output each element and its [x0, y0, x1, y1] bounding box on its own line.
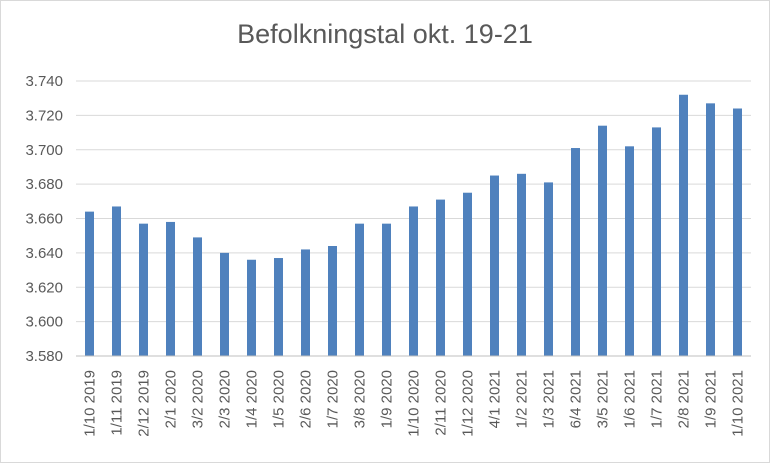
- x-tick-label: 2/12 2019: [136, 370, 153, 437]
- x-tick-label: 1/12 2020: [460, 370, 477, 437]
- y-tick-label: 3.580: [25, 348, 63, 365]
- bar: [436, 199, 445, 356]
- x-tick-label: 1/6 2021: [622, 370, 639, 428]
- bar: [328, 246, 337, 356]
- x-tick-label: 6/4 2021: [568, 370, 585, 428]
- bar: [679, 94, 688, 356]
- y-tick-label: 3.640: [25, 245, 63, 262]
- x-tick-label: 1/9 2021: [703, 370, 720, 428]
- x-tick-label: 1/10 2019: [82, 370, 99, 437]
- bar: [139, 223, 148, 356]
- bar: [733, 108, 742, 356]
- x-tick-label: 2/8 2021: [676, 370, 693, 428]
- x-tick-label: 1/9 2020: [379, 370, 396, 428]
- x-tick-label: 1/4 2020: [244, 370, 261, 428]
- bar: [463, 192, 472, 356]
- y-tick-label: 3.740: [25, 73, 63, 90]
- bar: [355, 223, 364, 356]
- bar: [490, 175, 499, 356]
- x-tick-label: 3/5 2021: [595, 370, 612, 428]
- x-tick-label: 2/1 2020: [163, 370, 180, 428]
- x-tick-label: 1/3 2021: [541, 370, 558, 428]
- bar: [571, 148, 580, 356]
- bar: [409, 206, 418, 356]
- bar: [598, 125, 607, 356]
- bar: [274, 258, 283, 356]
- x-tick-label: 1/10 2021: [730, 370, 747, 437]
- bar: [517, 173, 526, 356]
- y-tick-label: 3.700: [25, 142, 63, 159]
- bar: [301, 249, 310, 356]
- bar: [247, 259, 256, 356]
- bar: [193, 237, 202, 356]
- x-tick-label: 2/11 2020: [433, 370, 450, 436]
- bar: [220, 252, 229, 356]
- chart-title: Befolkningstal okt. 19-21: [237, 19, 533, 49]
- y-tick-label: 3.600: [25, 314, 63, 331]
- bar: [706, 103, 715, 356]
- x-tick-label: 2/6 2020: [298, 370, 315, 428]
- x-tick-label: 1/7 2021: [649, 370, 666, 428]
- x-tick-label: 1/2 2021: [514, 370, 531, 428]
- y-tick-label: 3.620: [25, 279, 63, 296]
- bar: [112, 206, 121, 356]
- y-tick-label: 3.720: [25, 107, 63, 124]
- bar: [625, 146, 634, 356]
- x-tick-label: 3/2 2020: [190, 370, 207, 428]
- x-tick-label: 3/8 2020: [352, 370, 369, 428]
- x-tick-label: 1/11 2019: [109, 370, 126, 436]
- x-tick-label: 2/3 2020: [217, 370, 234, 428]
- x-tick-label: 1/5 2020: [271, 370, 288, 428]
- bar: [382, 223, 391, 356]
- bar: [85, 211, 94, 356]
- x-tick-label: 1/7 2020: [325, 370, 342, 428]
- x-tick-label: 4/1 2021: [487, 370, 504, 428]
- bar: [166, 221, 175, 356]
- y-tick-label: 3.680: [25, 176, 63, 193]
- bar: [652, 127, 661, 356]
- x-tick-label: 1/10 2020: [406, 370, 423, 437]
- y-tick-label: 3.660: [25, 211, 63, 228]
- bar: [544, 182, 553, 356]
